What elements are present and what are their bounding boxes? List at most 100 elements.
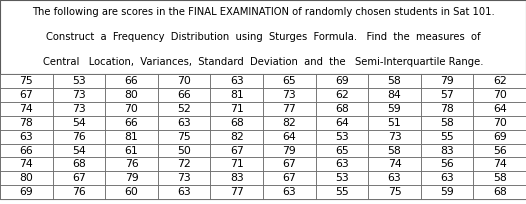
Bar xyxy=(53,102,105,116)
Text: 66: 66 xyxy=(125,76,138,86)
Bar xyxy=(53,185,105,199)
Bar xyxy=(368,185,421,199)
Text: 74: 74 xyxy=(19,104,33,114)
Text: Construct  a  Frequency  Distribution  using  Sturges  Formula.   Find  the  mea: Construct a Frequency Distribution using… xyxy=(46,32,480,42)
Text: 67: 67 xyxy=(19,90,33,100)
Text: 80: 80 xyxy=(19,173,33,183)
Bar xyxy=(0,157,53,171)
Bar xyxy=(368,74,421,88)
Text: 65: 65 xyxy=(282,76,296,86)
Bar xyxy=(0,88,53,102)
Text: 80: 80 xyxy=(125,90,138,100)
Text: 76: 76 xyxy=(125,159,138,169)
Bar xyxy=(158,88,210,102)
Bar xyxy=(263,185,316,199)
Bar xyxy=(421,116,473,130)
Text: 78: 78 xyxy=(440,104,454,114)
Bar xyxy=(263,130,316,144)
Bar xyxy=(105,102,158,116)
Bar xyxy=(473,102,526,116)
Bar xyxy=(263,74,316,88)
Bar xyxy=(316,74,368,88)
Text: 59: 59 xyxy=(388,104,401,114)
Text: 63: 63 xyxy=(177,118,191,128)
Bar xyxy=(105,88,158,102)
Text: 54: 54 xyxy=(72,118,86,128)
Text: 68: 68 xyxy=(230,118,244,128)
Text: 62: 62 xyxy=(335,90,349,100)
Text: 75: 75 xyxy=(388,187,401,197)
Text: 64: 64 xyxy=(493,104,507,114)
Text: 73: 73 xyxy=(72,90,86,100)
Text: 72: 72 xyxy=(177,159,191,169)
Text: 83: 83 xyxy=(230,173,244,183)
Bar xyxy=(210,157,263,171)
Text: 68: 68 xyxy=(335,104,349,114)
Text: 51: 51 xyxy=(388,118,401,128)
Text: 53: 53 xyxy=(335,132,349,142)
Text: 67: 67 xyxy=(282,173,296,183)
Text: 73: 73 xyxy=(177,173,191,183)
Bar xyxy=(0,144,53,157)
Text: 55: 55 xyxy=(440,132,454,142)
Text: 75: 75 xyxy=(177,132,191,142)
Text: 63: 63 xyxy=(282,187,296,197)
Bar xyxy=(368,130,421,144)
Bar xyxy=(421,171,473,185)
Text: 77: 77 xyxy=(282,104,296,114)
Text: 82: 82 xyxy=(282,118,296,128)
Text: 56: 56 xyxy=(493,145,507,155)
Bar xyxy=(210,185,263,199)
Text: 63: 63 xyxy=(440,173,454,183)
Bar xyxy=(421,74,473,88)
Bar xyxy=(53,74,105,88)
Text: 76: 76 xyxy=(72,132,86,142)
Text: 50: 50 xyxy=(177,145,191,155)
Text: 65: 65 xyxy=(335,145,349,155)
Bar xyxy=(0,0,526,74)
Text: The following are scores in the FINAL EXAMINATION of randomly chosen students in: The following are scores in the FINAL EX… xyxy=(32,7,494,17)
Bar xyxy=(0,74,53,88)
Bar xyxy=(158,130,210,144)
Bar xyxy=(263,157,316,171)
Text: 70: 70 xyxy=(493,118,507,128)
Bar xyxy=(105,116,158,130)
Bar xyxy=(473,185,526,199)
Text: 77: 77 xyxy=(230,187,244,197)
Text: 82: 82 xyxy=(230,132,244,142)
Bar xyxy=(0,116,53,130)
Bar xyxy=(210,130,263,144)
Bar xyxy=(473,171,526,185)
Text: 57: 57 xyxy=(440,90,454,100)
Text: 67: 67 xyxy=(282,159,296,169)
Bar xyxy=(263,102,316,116)
Bar xyxy=(316,171,368,185)
Bar xyxy=(473,130,526,144)
Text: 71: 71 xyxy=(230,104,244,114)
Bar xyxy=(0,130,53,144)
Bar xyxy=(473,157,526,171)
Bar xyxy=(210,88,263,102)
Bar xyxy=(158,171,210,185)
Text: 79: 79 xyxy=(282,145,296,155)
Bar xyxy=(158,185,210,199)
Bar xyxy=(158,116,210,130)
Bar xyxy=(53,157,105,171)
Bar xyxy=(210,74,263,88)
Text: Central   Location,  Variances,  Standard  Deviation  and  the   Semi-Interquart: Central Location, Variances, Standard De… xyxy=(43,57,483,67)
Text: 55: 55 xyxy=(335,187,349,197)
Bar xyxy=(421,130,473,144)
Text: 67: 67 xyxy=(72,173,86,183)
Bar xyxy=(210,171,263,185)
Bar xyxy=(316,102,368,116)
Bar xyxy=(421,102,473,116)
Bar xyxy=(210,102,263,116)
Text: 59: 59 xyxy=(440,187,454,197)
Bar xyxy=(158,144,210,157)
Text: 53: 53 xyxy=(72,76,86,86)
Text: 66: 66 xyxy=(177,90,191,100)
Text: 68: 68 xyxy=(72,159,86,169)
Bar xyxy=(158,157,210,171)
Text: 53: 53 xyxy=(335,173,349,183)
Bar xyxy=(263,171,316,185)
